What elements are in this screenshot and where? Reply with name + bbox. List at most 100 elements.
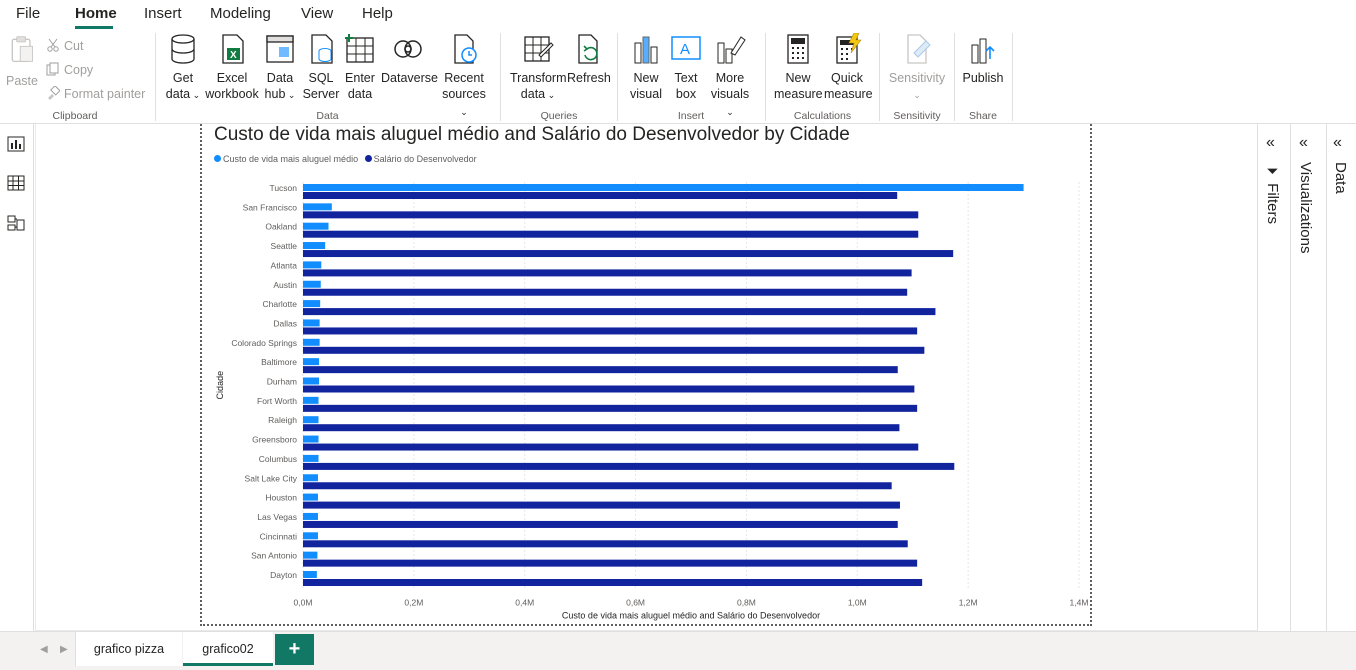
chevron-down-icon: ⌄ <box>190 90 201 100</box>
next-page-icon[interactable]: ▶ <box>60 644 68 655</box>
chevron-down-icon: ⌄ <box>545 90 556 100</box>
bar-custo-de-vida <box>303 551 318 559</box>
recent-sources-button[interactable]: Recent sources ⌄ <box>438 33 490 120</box>
text-box-button[interactable]: A Text box <box>668 33 704 102</box>
bar-salario <box>303 192 898 199</box>
new-measure-button[interactable]: New measure <box>774 33 823 102</box>
transform-data-icon <box>524 36 554 62</box>
bar-custo-de-vida <box>303 474 318 482</box>
recent-sources-icon <box>454 34 477 64</box>
menu-bar: File Home Insert Modeling View Help <box>0 0 1356 29</box>
y-tick-label: Tucson <box>269 183 297 193</box>
transform-label-1: Transform <box>510 71 567 85</box>
bar-chart-visual[interactable]: Custo de vida mais aluguel médio and Sal… <box>200 124 1092 626</box>
y-tick-label: Baltimore <box>261 357 297 367</box>
collapse-chevron-icon[interactable]: « <box>1299 134 1308 151</box>
svg-text:A: A <box>680 41 690 58</box>
bar-custo-de-vida <box>303 319 320 327</box>
filters-label: Filters <box>1264 183 1281 225</box>
transform-data-button[interactable]: Transform data ⌄ <box>510 33 567 103</box>
table-view-icon[interactable] <box>6 173 26 193</box>
visualizations-pane[interactable]: « Visualizations <box>1290 124 1326 670</box>
previous-page-icon[interactable]: ◀ <box>40 644 48 655</box>
dataverse-label: Dataverse <box>381 71 438 85</box>
copy-button[interactable]: Copy <box>46 62 93 78</box>
publish-button[interactable]: Publish <box>962 33 1004 86</box>
filter-funnel-icon: ⏷ <box>1264 164 1281 184</box>
menu-file[interactable]: File <box>16 5 41 22</box>
ribbon-separator <box>1012 33 1013 121</box>
y-tick-label: Austin <box>273 280 297 290</box>
get-data-button[interactable]: Get data ⌄ <box>164 33 202 103</box>
y-tick-label: San Antonio <box>251 551 297 561</box>
paste-icon <box>11 36 34 63</box>
sensitivity-label: Sensitivity <box>888 71 946 85</box>
cut-button[interactable]: Cut <box>46 38 83 54</box>
bar-custo-de-vida <box>303 493 318 501</box>
menu-home[interactable]: Home <box>75 5 117 22</box>
filters-pane[interactable]: « ⏷ Filters <box>1257 124 1290 670</box>
enter-data-label-2: data <box>347 87 373 101</box>
excel-label-2: workbook <box>205 87 259 101</box>
menu-help[interactable]: Help <box>362 5 393 22</box>
sensitivity-group-label: Sensitivity <box>893 110 941 122</box>
bar-salario <box>303 385 915 393</box>
ribbon-separator <box>765 33 766 121</box>
bar-custo-de-vida <box>303 454 319 462</box>
bar-custo-de-vida <box>303 512 318 520</box>
menu-view[interactable]: View <box>301 5 334 22</box>
sql-server-button[interactable]: SQL Server <box>302 33 340 102</box>
dataverse-button[interactable]: Dataverse <box>381 33 438 86</box>
tab-grafico02[interactable]: grafico02 <box>183 632 273 666</box>
queries-group-label: Queries <box>540 110 578 122</box>
database-icon <box>171 34 195 64</box>
refresh-icon <box>578 34 598 64</box>
collapse-chevron-icon[interactable]: « <box>1333 134 1342 151</box>
paste-button[interactable]: Paste <box>6 33 38 88</box>
refresh-label: Refresh <box>567 71 611 85</box>
more-visuals-button[interactable]: More visuals ⌄ <box>707 33 753 120</box>
quick-measure-button[interactable]: Quick measure <box>824 33 873 102</box>
ribbon: Paste Cut Copy Format painter Clipboard … <box>0 29 1356 124</box>
chart-plot: 0,0M 0,2M 0,4M 0,6M 0,8M 1,0M 1,2M 1,4M Tucson Sa… <box>215 182 1088 620</box>
chevron-down-icon: ⌄ <box>460 107 468 117</box>
data-hub-label-2: hub <box>264 87 286 101</box>
legend-marker-series-1 <box>214 155 221 162</box>
bar-custo-de-vida <box>303 377 320 385</box>
bar-custo-de-vida <box>303 532 318 540</box>
data-hub-button[interactable]: Data hub ⌄ <box>262 33 298 103</box>
y-tick-label: San Francisco <box>243 202 298 212</box>
sensitivity-label-icon <box>907 34 931 64</box>
enter-data-button[interactable]: Enter data <box>343 33 377 102</box>
add-page-button[interactable]: + <box>275 634 314 665</box>
collapse-chevron-icon[interactable]: « <box>1266 134 1275 151</box>
sensitivity-button[interactable]: Sensitivity ⌄ <box>887 33 947 103</box>
y-tick-label: Greensboro <box>252 435 297 445</box>
format-painter-button[interactable]: Format painter <box>46 86 145 102</box>
bar-salario <box>303 346 925 354</box>
data-pane[interactable]: « Data <box>1326 124 1356 670</box>
bar-custo-de-vida <box>303 222 329 230</box>
insert-group-label: Insert <box>677 110 705 122</box>
bar-custo-de-vida <box>303 184 1024 191</box>
page-tabs-bar: ◀ ▶ grafico pizza grafico02 + <box>0 631 1356 670</box>
quick-measure-label-1: Quick <box>831 71 863 85</box>
get-data-label-2: data <box>165 87 191 101</box>
model-view-icon[interactable] <box>6 213 26 233</box>
y-tick-label: Fort Worth <box>257 396 297 406</box>
bar-custo-de-vida <box>303 338 320 346</box>
menu-modeling[interactable]: Modeling <box>210 5 271 22</box>
menu-insert[interactable]: Insert <box>144 5 182 22</box>
bar-salario <box>303 211 919 219</box>
new-visual-button[interactable]: New visual <box>628 33 664 102</box>
tab-grafico-pizza[interactable]: grafico pizza <box>75 632 182 666</box>
refresh-button[interactable]: Refresh <box>567 33 611 86</box>
report-view-icon[interactable] <box>6 134 26 154</box>
text-box-label-2: box <box>675 87 697 101</box>
bar-custo-de-vida <box>303 280 321 288</box>
bar-custo-de-vida <box>303 358 320 366</box>
view-switcher <box>0 124 34 670</box>
excel-workbook-button[interactable]: X Excel workbook <box>205 33 259 102</box>
bar-salario <box>303 327 918 335</box>
bar-salario <box>303 269 912 277</box>
